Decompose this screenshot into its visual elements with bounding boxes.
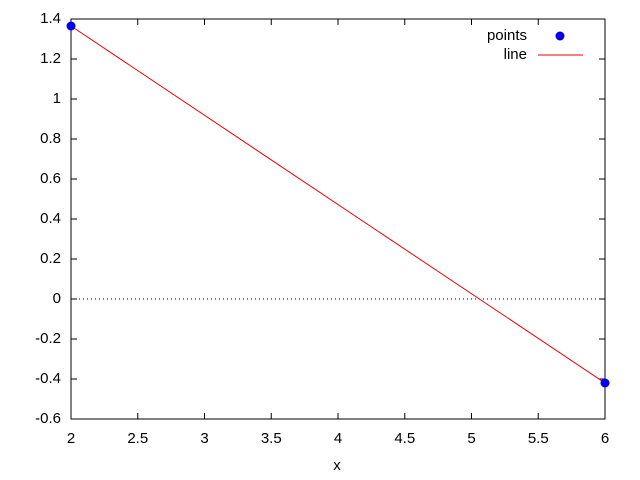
y-tick-label: -0.6 [35, 410, 61, 427]
y-tick-label: 0 [53, 290, 61, 307]
y-tick-label: 0.2 [40, 250, 61, 267]
y-tick-label: 1.2 [40, 50, 61, 67]
y-tick-label: 0.6 [40, 170, 61, 187]
x-tick-label: 5.5 [528, 430, 549, 447]
y-tick-label: 1.4 [40, 10, 61, 27]
x-tick-label: 4.5 [394, 430, 415, 447]
legend-label: points [487, 27, 527, 44]
y-tick-label: -0.2 [35, 330, 61, 347]
legend-label: line [504, 46, 527, 63]
x-tick-label: 4 [334, 430, 342, 447]
y-tick-label: 0.8 [40, 130, 61, 147]
y-tick-label: 0.4 [40, 210, 61, 227]
data-point [66, 21, 76, 31]
data-line [70, 25, 606, 384]
legend-marker [555, 31, 565, 41]
x-axis-label: x [333, 457, 341, 474]
y-tick-label: 1 [53, 90, 61, 107]
x-tick-label: 6 [601, 430, 609, 447]
x-tick-label: 3.5 [261, 430, 282, 447]
data-point [600, 378, 610, 388]
x-tick-label: 2 [67, 430, 75, 447]
y-tick-label: -0.4 [35, 370, 61, 387]
x-tick-label: 5 [467, 430, 475, 447]
x-tick-label: 3 [200, 430, 208, 447]
x-tick-label: 2.5 [127, 430, 148, 447]
